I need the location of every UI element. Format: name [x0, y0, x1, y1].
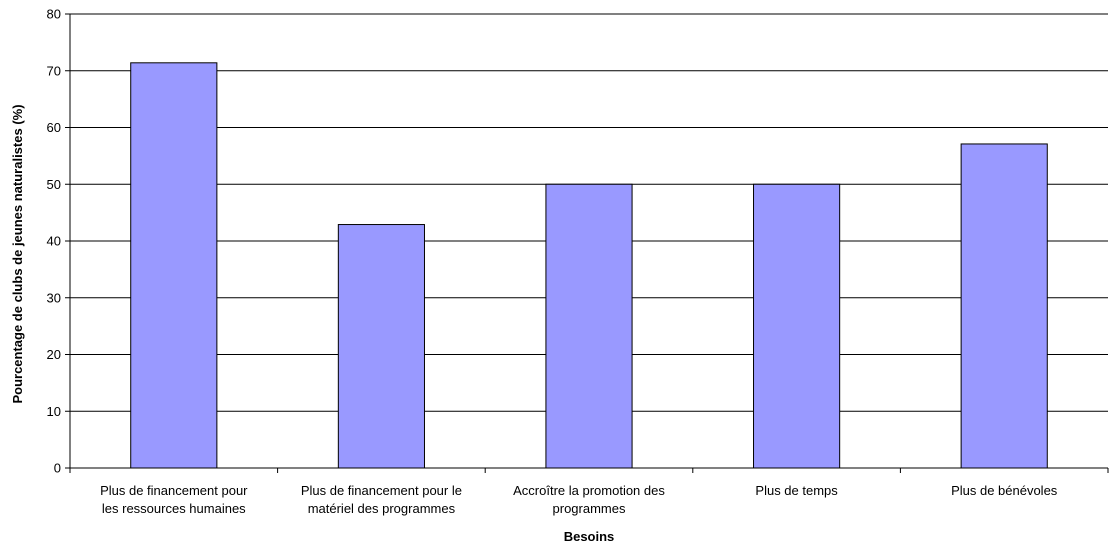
x-tick-label-line: Accroître la promotion des — [513, 483, 665, 498]
x-tick-label-line: Plus de financement pour — [100, 483, 248, 498]
y-tick-label: 60 — [47, 120, 61, 135]
x-tick-label-line: Plus de financement pour le — [301, 483, 462, 498]
y-axis-title: Pourcentage de clubs de jeunes naturalis… — [10, 104, 25, 403]
y-tick-label: 30 — [47, 290, 61, 305]
x-tick-label-line: les ressources humaines — [102, 501, 246, 516]
x-tick-label: Accroître la promotion des programmes — [513, 483, 665, 516]
x-tick-label-line: matériel des programmes — [308, 501, 456, 516]
x-tick-label: Plus de financement pour le matériel des … — [301, 483, 462, 516]
bar — [130, 62, 218, 469]
x-tick-label-line: Plus de temps — [755, 483, 838, 498]
y-tick-label: 20 — [47, 347, 61, 362]
x-tick-label-line: programmes — [553, 501, 626, 516]
bars — [130, 62, 1048, 469]
bar — [753, 183, 841, 469]
y-tick-label: 10 — [47, 404, 61, 419]
x-tick-label-line: Plus de bénévoles — [951, 483, 1058, 498]
y-tick-label: 40 — [47, 234, 61, 249]
bar — [337, 224, 425, 469]
axes — [65, 13, 1109, 473]
x-tick-label: Plus de temps — [755, 483, 838, 498]
y-tick-label: 80 — [47, 7, 61, 22]
y-tick-label: 50 — [47, 177, 61, 192]
bar — [960, 143, 1048, 469]
x-tick-label: Plus de bénévoles — [951, 483, 1058, 498]
x-axis-title: Besoins — [564, 529, 615, 544]
y-tick-label: 0 — [54, 461, 61, 476]
bar — [545, 183, 633, 469]
x-tick-label: Plus de financement pour les ressources h… — [100, 483, 248, 516]
y-tick-labels: 0 10 20 30 40 50 60 70 80 — [47, 7, 61, 476]
x-tick-labels: Plus de financement pour les ressources h… — [100, 483, 1058, 516]
y-tick-label: 70 — [47, 63, 61, 78]
